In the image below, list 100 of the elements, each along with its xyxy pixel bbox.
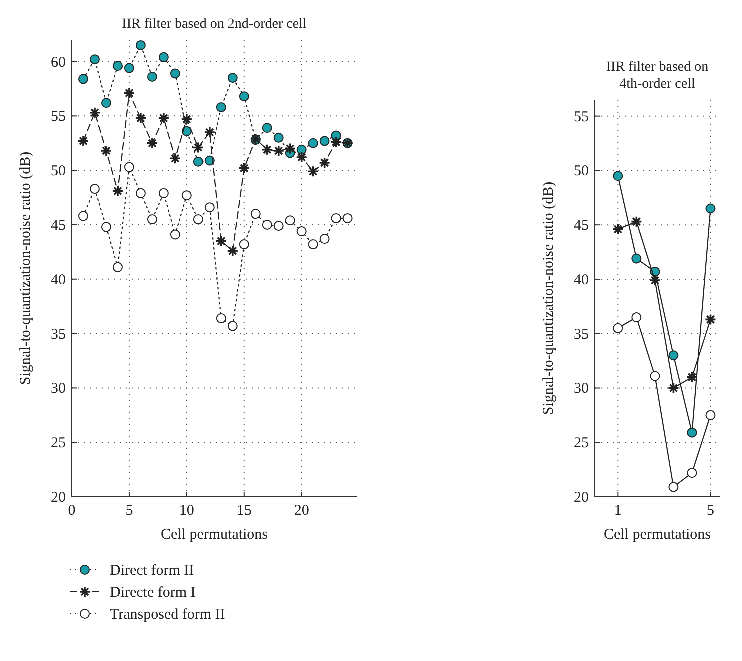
y-tick-label: 25 (574, 436, 589, 452)
point (147, 214, 158, 225)
point (100, 145, 112, 157)
chart-title: IIR filter based on 2nd-order cell (122, 17, 307, 32)
point (613, 323, 624, 334)
point (706, 410, 716, 420)
point (632, 312, 642, 323)
x-tick-label: 0 (68, 503, 76, 519)
point (649, 274, 662, 286)
point (78, 135, 90, 148)
point (170, 230, 180, 240)
point (158, 52, 169, 62)
point (182, 190, 192, 201)
point (239, 92, 250, 102)
point (308, 138, 318, 148)
x-tick-label: 10 (179, 503, 194, 519)
point (112, 262, 123, 272)
y-tick-label: 40 (574, 272, 589, 288)
point (320, 234, 330, 244)
point (89, 107, 101, 119)
y-tick-label: 35 (51, 326, 66, 343)
point (686, 371, 698, 384)
legend-label: Transposed form II (110, 607, 226, 623)
point (330, 136, 342, 148)
point (261, 144, 274, 156)
y-axis-title: Signal-to-quantization-noise ratio (dB) (18, 152, 34, 386)
y-tick-label: 45 (574, 218, 589, 234)
point (136, 40, 146, 50)
point (668, 350, 679, 361)
point (192, 142, 204, 154)
point (238, 162, 250, 174)
point (296, 144, 307, 155)
x-tick-label: 20 (294, 503, 310, 519)
point (342, 213, 353, 224)
point (668, 482, 679, 492)
point (216, 314, 226, 324)
point (216, 102, 226, 112)
point (193, 214, 204, 225)
y-tick-label: 50 (51, 164, 66, 180)
point (308, 240, 318, 250)
y-tick-label: 20 (574, 490, 589, 506)
point (101, 98, 112, 108)
point (331, 213, 342, 224)
point (90, 184, 100, 194)
x-tick-label: 5 (126, 503, 134, 519)
point (262, 123, 272, 134)
point (687, 428, 698, 438)
y-tick-label: 60 (51, 54, 66, 71)
point (101, 222, 112, 232)
point (706, 204, 716, 214)
point (135, 112, 147, 124)
point (78, 74, 88, 84)
point (112, 61, 123, 72)
point (632, 254, 642, 264)
point (630, 216, 643, 228)
point (613, 171, 624, 182)
y-tick-label: 30 (574, 381, 589, 398)
point (307, 166, 320, 178)
point (239, 240, 250, 250)
point (228, 73, 238, 84)
x-axis-title: Cell permutations (160, 527, 268, 543)
point (146, 137, 158, 150)
point (296, 152, 308, 164)
point (274, 221, 284, 232)
point (650, 371, 660, 382)
x-tick-label: 1 (614, 503, 622, 519)
point (124, 63, 134, 74)
point (147, 72, 158, 82)
point (181, 114, 193, 126)
y-tick-label: 30 (51, 381, 66, 398)
x-tick-label: 5 (706, 503, 714, 519)
y-tick-label: 25 (51, 436, 66, 452)
y-tick-label: 35 (574, 326, 589, 343)
y-tick-label: 45 (51, 218, 66, 234)
point (250, 209, 261, 220)
point (78, 211, 88, 222)
point (136, 188, 146, 198)
point (612, 224, 624, 236)
point (204, 126, 216, 138)
point (704, 314, 717, 326)
legend-label: Direct form II (110, 563, 194, 579)
point (124, 162, 134, 172)
point (204, 202, 215, 213)
x-tick-label: 15 (236, 503, 252, 519)
y-tick-label: 55 (574, 109, 589, 126)
point (668, 382, 680, 394)
point (215, 235, 228, 248)
y-tick-label: 40 (51, 272, 66, 288)
point (228, 321, 238, 332)
point (226, 245, 239, 257)
point (158, 188, 169, 198)
point (158, 112, 170, 124)
point (284, 142, 296, 155)
point (112, 185, 124, 198)
y-tick-label: 55 (51, 109, 66, 126)
point (193, 156, 204, 167)
point (124, 87, 136, 100)
point (285, 216, 296, 226)
y-tick-label: 20 (51, 490, 66, 506)
point (170, 68, 180, 79)
